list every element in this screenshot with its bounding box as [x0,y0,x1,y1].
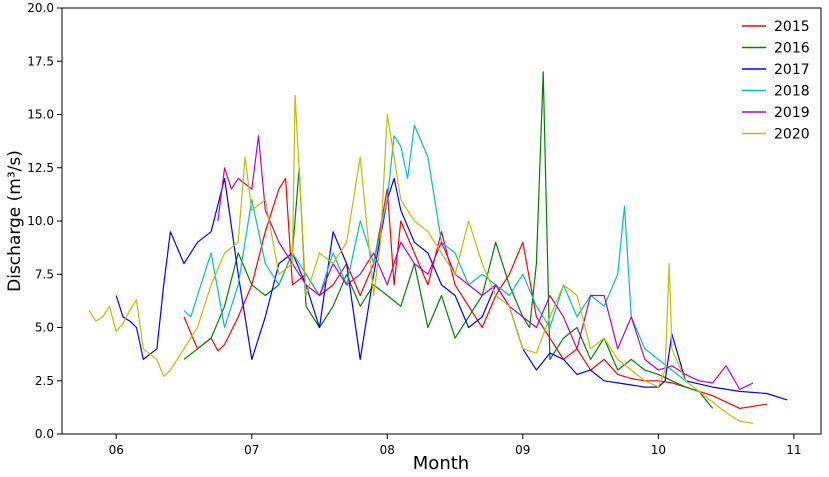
series-line-2019 [217,135,754,390]
y-tick-label: 10.0 [27,214,54,228]
legend-label: 2017 [774,62,810,78]
y-tick-label: 17.5 [27,54,54,68]
y-tick-label: 7.5 [35,267,54,281]
legend-label: 2020 [774,127,810,143]
legend-label: 2016 [774,41,810,57]
y-tick-label: 12.5 [27,161,54,175]
x-tick-label: 10 [651,443,666,457]
legend-label: 2019 [774,105,810,121]
series-line-2015 [183,177,767,409]
x-axis-ticks: 06 07 08 09 10 11 [109,434,802,457]
x-tick-label: 08 [380,443,395,457]
y-axis-label: Discharge (m³/s) [5,150,25,292]
series-lines [88,71,788,424]
series-line-2020 [88,94,754,424]
y-tick-label: 15.0 [27,108,54,122]
legend: 2015 2016 2017 2018 2019 2020 [742,19,810,143]
series-line-2018 [183,124,686,382]
x-tick-label: 06 [109,443,124,457]
y-axis-ticks: 0.0 2.5 5.0 7.5 10.0 12.5 15.0 17.5 20.0 [27,1,62,441]
y-tick-label: 0.0 [35,427,54,441]
y-tick-label: 5.0 [35,321,54,335]
y-tick-label: 20.0 [27,1,54,15]
series-line-2017 [115,177,788,401]
x-axis-label: Month [413,453,469,473]
y-tick-label: 2.5 [35,374,54,388]
legend-label: 2018 [774,84,810,100]
x-tick-label: 07 [244,443,259,457]
plot-area [61,7,822,435]
x-tick-label: 09 [515,443,530,457]
x-tick-label: 11 [786,443,801,457]
legend-label: 2015 [774,19,810,35]
